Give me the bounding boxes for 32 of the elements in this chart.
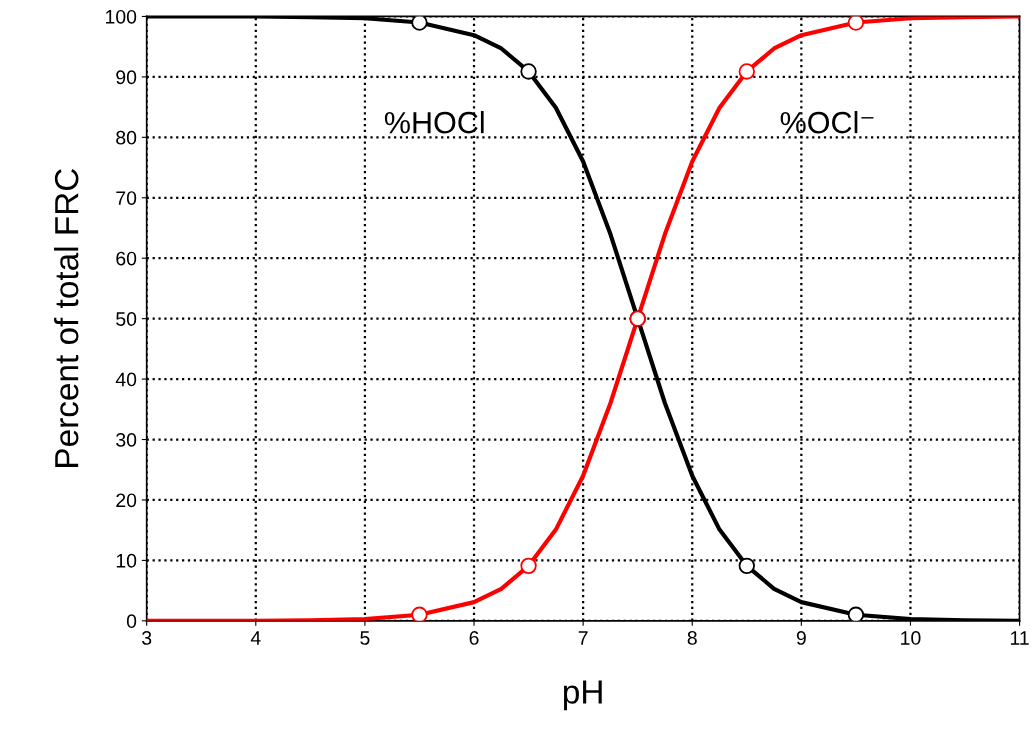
annotation: %OCl⁻ bbox=[780, 111, 874, 134]
y-tick-label: 40 bbox=[115, 372, 137, 387]
y-tick-label: 70 bbox=[116, 191, 137, 206]
annotation: %HOCl bbox=[384, 111, 484, 134]
x-tick-label: 9 bbox=[796, 631, 806, 645]
y-tick-label: 80 bbox=[116, 130, 137, 145]
y-tick-label: 90 bbox=[116, 70, 137, 85]
y-tick-label: 20 bbox=[116, 493, 137, 508]
x-tick-label: 4 bbox=[250, 631, 261, 645]
point bbox=[411, 16, 428, 31]
y-tick-label: 0 bbox=[126, 614, 137, 629]
x-tick-label: 7 bbox=[578, 631, 588, 645]
point bbox=[847, 606, 865, 621]
point bbox=[520, 557, 537, 575]
y-tick-label: 30 bbox=[116, 432, 137, 447]
point bbox=[520, 63, 537, 80]
y-tick-label: 50 bbox=[116, 312, 137, 326]
x-tick-label: 3 bbox=[142, 631, 152, 645]
point bbox=[847, 16, 865, 31]
y-tick-label: 100 bbox=[106, 9, 137, 24]
x-tick-label: 8 bbox=[687, 631, 697, 645]
x-tick-label: 10 bbox=[901, 631, 921, 645]
x-axis-title: pH bbox=[563, 680, 602, 711]
point bbox=[738, 557, 755, 575]
point bbox=[411, 606, 428, 621]
x-tick-label: 11 bbox=[1010, 631, 1029, 645]
y-axis-title: Percent of total FRC bbox=[54, 168, 79, 467]
y-tick-label: 10 bbox=[116, 553, 137, 568]
y-tick-label: 60 bbox=[116, 251, 137, 266]
point bbox=[738, 63, 755, 80]
x-tick-label: 5 bbox=[360, 631, 370, 645]
x-tick-label: 6 bbox=[469, 631, 479, 645]
